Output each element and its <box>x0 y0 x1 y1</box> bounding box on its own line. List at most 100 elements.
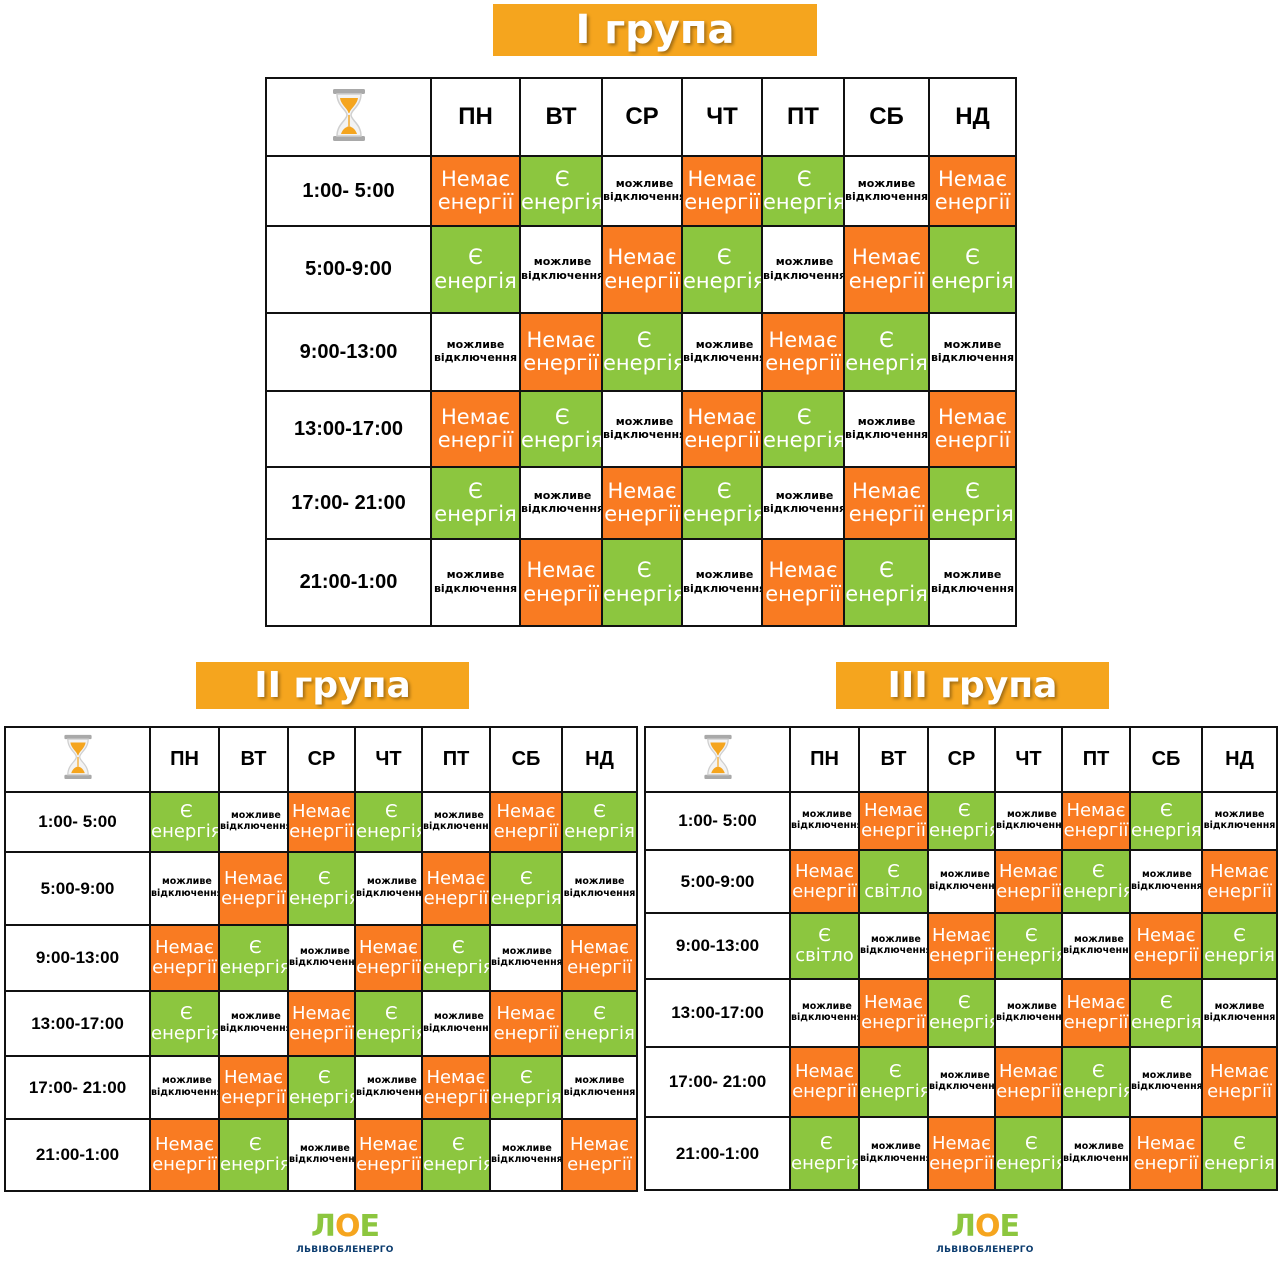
status-line-1: можливе <box>615 176 674 190</box>
status-cell-off: Немає енергії <box>421 851 491 926</box>
status-line-1: можливе <box>366 876 417 888</box>
status-line-1: Є <box>796 404 812 429</box>
status-cell-off: Немає енергії <box>681 390 763 468</box>
time-slot-label: 17:00- 21:00 <box>4 1055 151 1120</box>
time-slot-label: 17:00- 21:00 <box>644 1046 791 1118</box>
status-line-2: енергії <box>1207 1081 1272 1102</box>
status-line-1: можливе <box>1214 1000 1265 1012</box>
status-line-2: енергія <box>1131 820 1202 841</box>
status-line-1: можливе <box>801 1000 852 1012</box>
group-1-title: I група <box>493 4 817 56</box>
status-line-2: енергії <box>289 1022 354 1044</box>
status-line-2: енергії <box>604 502 680 526</box>
status-line-1: Немає <box>569 1134 630 1156</box>
status-line-2: відключення <box>423 1022 490 1034</box>
status-cell-off: Немає енергії <box>489 791 563 853</box>
status-line-1: Немає <box>154 1134 215 1156</box>
status-line-2: енергія <box>791 1152 859 1174</box>
status-line-2: відключення <box>929 880 995 892</box>
status-line-1: Немає <box>768 327 838 352</box>
status-line-1: Немає <box>768 558 838 583</box>
day-header: ПН <box>430 77 521 157</box>
status-line-1: можливе <box>161 876 212 888</box>
status-line-1: можливе <box>1214 808 1265 820</box>
status-cell-maybe: можливе відключення <box>843 155 930 227</box>
status-line-1: можливе <box>1073 933 1124 945</box>
status-line-2: енергії <box>604 268 680 293</box>
status-line-2: енергії <box>523 351 599 375</box>
status-line-1: можливе <box>230 809 281 821</box>
status-line-2: енергії <box>356 1154 421 1175</box>
status-line-2: енергія <box>434 502 517 526</box>
day-header: СБ <box>489 726 563 793</box>
status-line-2: енергія <box>423 1154 490 1175</box>
status-line-1: можливе <box>574 1075 625 1087</box>
logo-name: ЛЬВІВОБЛЕНЕРГО <box>936 1245 1034 1255</box>
status-line-2: енергії <box>152 1154 217 1175</box>
status-line-1: можливе <box>939 1069 990 1081</box>
status-line-2: енергія <box>931 268 1014 293</box>
status-line-2: енергія <box>683 502 762 526</box>
status-cell-maybe: можливе відключення <box>789 791 860 851</box>
status-line-2: енергії <box>934 428 1011 452</box>
status-line-2: відключення <box>1203 1012 1276 1024</box>
status-cell-off: Немає енергії <box>789 1046 860 1118</box>
status-line-2: енергія <box>603 581 682 606</box>
status-line-1: Є <box>554 404 570 429</box>
status-line-1: можливе <box>299 945 350 957</box>
status-cell-maybe: можливе відключення <box>681 312 763 392</box>
status-line-2: енергії <box>356 957 421 978</box>
day-header: СБ <box>1129 726 1203 793</box>
status-cell-off: Немає енергії <box>789 849 860 914</box>
status-line-1: можливе <box>433 809 484 821</box>
status-line-2: енергія <box>356 1022 422 1044</box>
status-line-1: Немає <box>291 801 352 823</box>
status-cell-off: Немає енергії <box>601 225 683 314</box>
status-cell-maybe: можливе відключення <box>430 538 521 627</box>
day-header: ЧТ <box>354 726 423 793</box>
status-cell-off: Немає енергії <box>994 849 1063 914</box>
status-line-1: Немає <box>496 801 556 823</box>
status-line-1: можливе <box>501 945 552 957</box>
status-cell-maybe: можливе відключення <box>489 1118 563 1192</box>
status-line-2: енергія <box>491 1086 562 1108</box>
status-line-1: Немає <box>931 1132 992 1154</box>
status-line-2: відключення <box>433 581 518 595</box>
status-cell-off: Немає енергії <box>430 390 521 468</box>
status-cell-maybe: можливе відключення <box>681 538 763 627</box>
status-line-1: можливе <box>857 414 916 428</box>
status-line-1: можливе <box>533 255 592 269</box>
status-line-1: Немає <box>1136 925 1196 947</box>
status-line-1: можливе <box>161 1075 212 1087</box>
status-line-1: Є <box>249 1134 262 1156</box>
status-cell-off: Немає енергії <box>1129 912 1203 980</box>
status-line-1: Немає <box>938 404 1007 429</box>
status-line-1: Немає <box>223 1066 284 1088</box>
status-line-2: енергії <box>792 1081 857 1102</box>
status-line-2: відключення <box>1131 880 1202 892</box>
status-line-1: можливе <box>230 1011 281 1023</box>
status-line-2: енергії <box>934 190 1011 214</box>
day-header: ПТ <box>421 726 491 793</box>
status-line-2: енергії <box>996 1081 1061 1102</box>
status-line-1: можливе <box>366 1075 417 1087</box>
status-line-1: можливе <box>939 869 990 881</box>
status-line-1: Є <box>1025 925 1038 947</box>
status-line-2: відключення <box>1131 1081 1202 1093</box>
status-cell-maybe: можливе відключення <box>354 851 423 926</box>
status-line-2: енергія <box>845 581 928 606</box>
status-line-2: енергія <box>763 428 844 452</box>
